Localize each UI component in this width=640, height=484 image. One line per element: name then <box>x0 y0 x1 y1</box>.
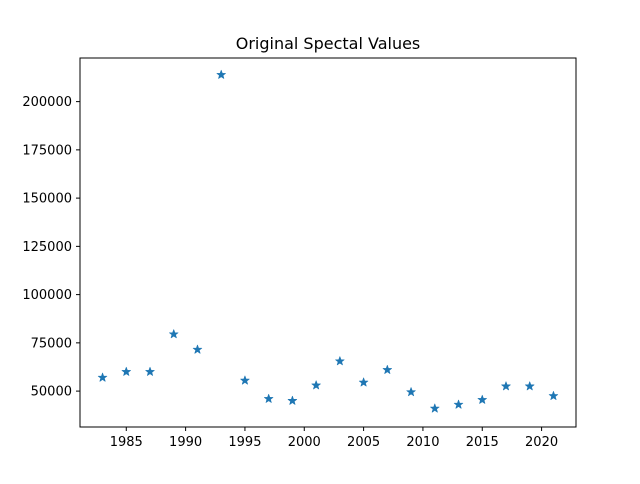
data-point-star <box>97 372 108 382</box>
data-point-star <box>477 394 487 404</box>
x-tick-label: 2005 <box>347 435 380 450</box>
data-point-star <box>430 403 440 413</box>
data-point-star <box>192 344 203 354</box>
data-point-star <box>525 381 535 391</box>
y-tick-label: 200000 <box>22 95 72 110</box>
data-point-star <box>548 391 559 400</box>
x-tick-label: 1995 <box>228 435 261 450</box>
x-tick-label: 2020 <box>525 435 558 450</box>
y-tick-label: 50000 <box>31 385 72 400</box>
data-point-star <box>335 356 345 366</box>
y-tick-label: 125000 <box>22 240 72 255</box>
x-tick-label: 2010 <box>406 435 439 450</box>
axes-frame <box>79 57 577 428</box>
x-tick-label: 1985 <box>110 435 143 450</box>
data-point-star <box>287 395 298 405</box>
data-point-star <box>216 69 226 79</box>
chart-title: Original Spectal Values <box>236 34 421 53</box>
data-point-star <box>263 393 274 403</box>
x-tick-label: 1990 <box>169 435 202 450</box>
data-point-star <box>169 329 179 339</box>
data-point-star <box>501 381 511 391</box>
data-point-star <box>145 366 155 376</box>
y-tick-label: 75000 <box>31 336 72 351</box>
plot-area: 1985 1990 1995 2000 2005 2010 2015 2020 50000 750… <box>22 57 577 450</box>
x-tick-label: 2000 <box>288 435 321 450</box>
data-point-star <box>121 366 131 376</box>
y-tick-label: 175000 <box>22 143 72 158</box>
y-tick-label: 150000 <box>22 192 72 207</box>
y-tick-label: 100000 <box>22 288 72 303</box>
data-point-star <box>358 377 369 387</box>
x-tick-label: 2015 <box>466 435 499 450</box>
data-point-star <box>382 364 393 374</box>
data-point-star <box>406 387 416 397</box>
data-point-star <box>311 380 321 390</box>
data-point-star <box>453 399 464 409</box>
data-point-star <box>240 375 250 385</box>
